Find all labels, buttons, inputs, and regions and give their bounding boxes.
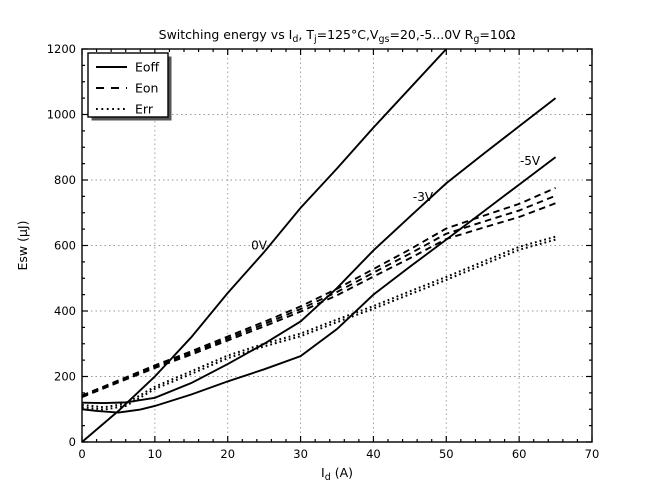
svg-text:0: 0	[69, 435, 76, 449]
y-axis-label: Esw (µJ)	[15, 221, 30, 271]
svg-text:70: 70	[585, 447, 600, 461]
legend-label-eoff: Eoff	[135, 60, 160, 75]
legend-label-err: Err	[135, 102, 154, 117]
svg-text:1200: 1200	[47, 42, 76, 56]
svg-text:800: 800	[54, 173, 76, 187]
svg-text:50: 50	[439, 447, 454, 461]
series-eoff--5v	[81, 156, 557, 414]
svg-text:20: 20	[220, 447, 235, 461]
x-axis-label: Id (A)	[321, 465, 353, 483]
svg-text:400: 400	[54, 304, 76, 318]
series-eon-lower	[81, 202, 556, 399]
svg-text:30: 30	[293, 447, 308, 461]
series-eon-middle	[81, 194, 556, 398]
series-eon-upper	[81, 186, 556, 397]
curve-label-0V: 0V	[251, 239, 268, 253]
svg-text:60: 60	[512, 447, 527, 461]
svg-text:600: 600	[54, 239, 76, 253]
curve-label--5V: -5V	[520, 154, 541, 168]
curve-label--3V: -3V	[413, 190, 434, 204]
series-eoff-0v	[81, 48, 447, 443]
svg-text:40: 40	[366, 447, 381, 461]
svg-text:10: 10	[148, 447, 163, 461]
plot-frame	[81, 48, 593, 443]
series-err-lower	[81, 238, 556, 411]
tick-labels: 0 10 20 30 40 50 60 70 0 200 400 600 800 1000 1200	[47, 42, 600, 461]
legend: Eoff Eon Err	[87, 52, 172, 121]
legend-label-eon: Eon	[135, 81, 158, 96]
svg-text:200: 200	[54, 370, 76, 384]
series-eoff--3v	[81, 97, 557, 404]
svg-text:1000: 1000	[47, 108, 76, 122]
chart-title: Switching energy vs Id, Tj=125°C,Vgs=20,…	[159, 27, 516, 45]
svg-text:0: 0	[78, 447, 85, 461]
series-err-upper	[81, 235, 556, 409]
